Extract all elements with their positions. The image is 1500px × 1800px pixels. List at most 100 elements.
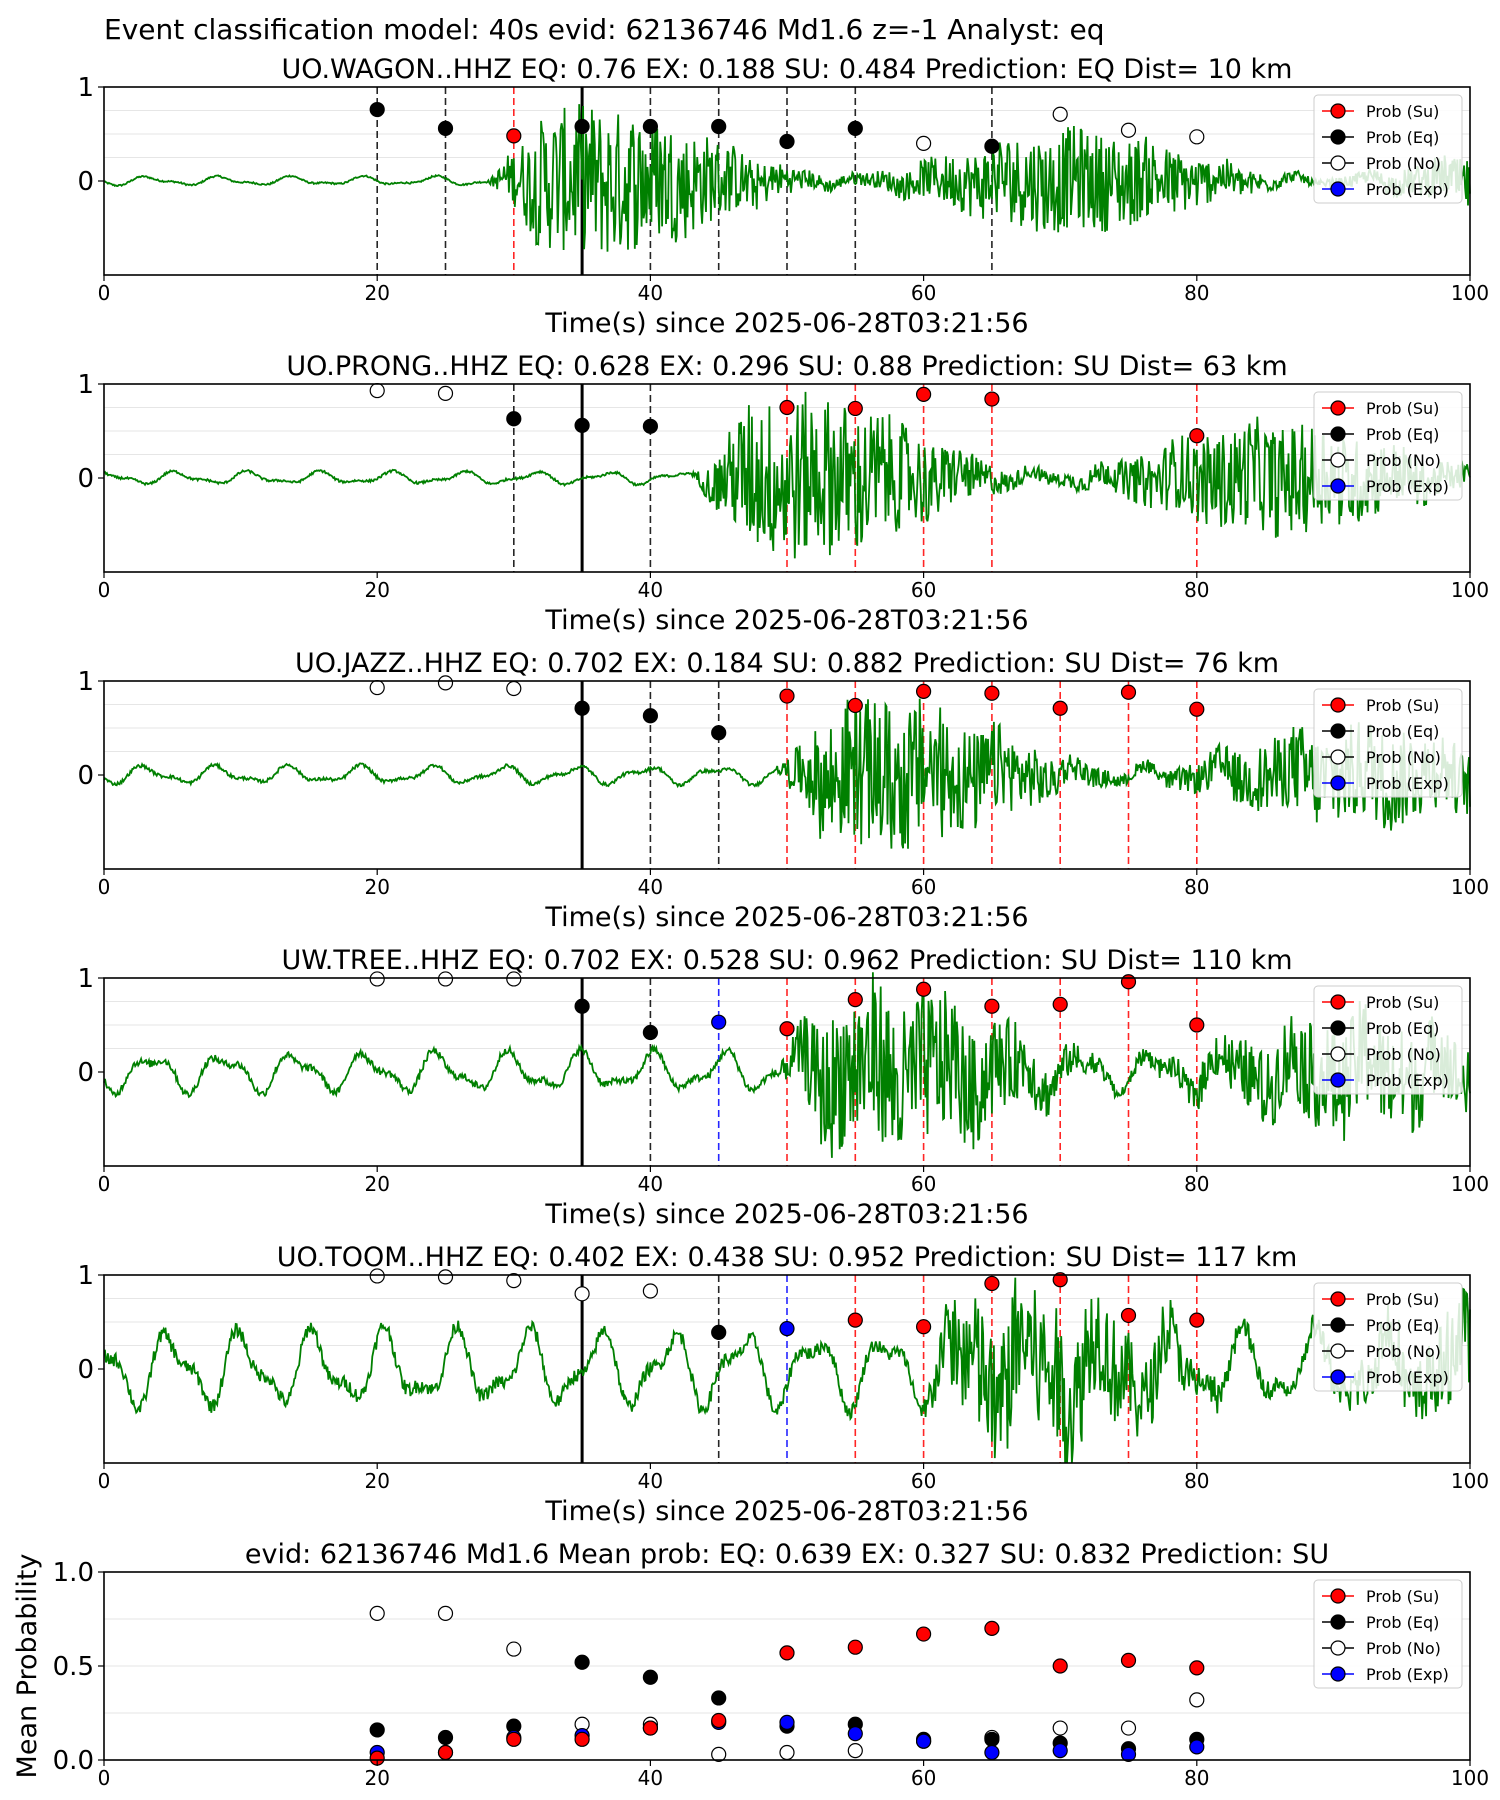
- legend-label: Prob (No): [1366, 1342, 1441, 1361]
- mean-point-exp: [1120, 1746, 1137, 1762]
- y-tick-label: 0: [77, 1355, 94, 1385]
- prob-marker-eq: [506, 411, 522, 427]
- mean-point-no: [369, 1605, 385, 1621]
- legend-marker-exp: [1330, 181, 1346, 197]
- x-tick-label: 40: [638, 1172, 663, 1196]
- legend-marker-su: [1330, 697, 1346, 713]
- legend-label: Prob (Eq): [1366, 1316, 1439, 1335]
- prob-marker-no: [506, 680, 522, 697]
- prob-marker-su: [1052, 700, 1068, 716]
- panel-4: UO.TOOM..HHZ EQ: 0.402 EX: 0.438 SU: 0.9…: [77, 1242, 1489, 1527]
- mean-point-no: [1120, 1720, 1137, 1736]
- legend-label: Prob (Exp): [1366, 1071, 1449, 1090]
- mean-point-eq: [711, 1690, 727, 1706]
- x-tick-label: 100: [1451, 1172, 1489, 1196]
- mean-point-eq: [642, 1669, 659, 1685]
- mean-point-no: [437, 1605, 454, 1621]
- x-tick-label: 0: [98, 1469, 111, 1493]
- prob-marker-su: [779, 399, 795, 416]
- x-tick-label: 40: [638, 1766, 663, 1790]
- x-tick-label: 80: [1184, 578, 1209, 602]
- legend-box: [1313, 1579, 1463, 1689]
- prob-marker-no: [369, 382, 385, 399]
- x-tick-label: 20: [364, 281, 389, 305]
- legend-label: Prob (Eq): [1366, 722, 1439, 741]
- legend-marker-eq: [1330, 723, 1346, 739]
- x-tick-label: 40: [638, 281, 663, 305]
- x-axis-label: Time(s) since 2025-06-28T03:21:56: [544, 1199, 1028, 1230]
- legend-marker-exp: [1330, 1369, 1346, 1385]
- prob-marker-eq: [642, 708, 659, 724]
- x-axis-label: Time(s) since 2025-06-28T03:21:56: [544, 605, 1028, 636]
- prob-marker-eq: [779, 133, 795, 150]
- legend-marker-no: [1330, 155, 1346, 171]
- legend-marker-exp: [1330, 775, 1346, 791]
- x-tick-label: 0: [98, 281, 111, 305]
- legend-label: Prob (Exp): [1366, 1368, 1449, 1387]
- x-tick-label: 0: [98, 1172, 111, 1196]
- prob-marker-exp: [779, 1320, 795, 1337]
- mean-point-su: [984, 1620, 1000, 1637]
- legend-marker-no: [1330, 749, 1346, 765]
- legend-label: Prob (Eq): [1366, 128, 1439, 147]
- y-tick-label: 1: [77, 667, 94, 697]
- legend-label: Prob (Exp): [1366, 774, 1449, 793]
- legend: Prob (Su) Prob (Eq) Prob (No) Prob (Exp): [1313, 1579, 1463, 1689]
- legend-marker-su: [1330, 1291, 1346, 1307]
- prob-marker-eq: [574, 700, 590, 716]
- prob-marker-su: [1189, 701, 1205, 717]
- prob-marker-su: [1120, 1307, 1137, 1324]
- legend-label: Prob (Exp): [1366, 1665, 1449, 1684]
- mean-point-su: [779, 1645, 795, 1661]
- y-tick-label: 0: [77, 167, 94, 197]
- legend-box: [1313, 94, 1463, 204]
- x-tick-label: 0: [98, 1766, 111, 1790]
- y-tick-label: 1: [77, 370, 94, 400]
- legend: Prob (Su) Prob (Eq) Prob (No) Prob (Exp): [1313, 1282, 1463, 1392]
- x-axis-label: Time(s) since 2025-06-28T03:21:56: [544, 902, 1028, 933]
- x-tick-label: 60: [911, 1172, 936, 1196]
- legend-label: Prob (Su): [1366, 399, 1439, 418]
- prob-marker-su: [506, 128, 522, 144]
- prob-marker-eq: [574, 118, 590, 135]
- prob-marker-su: [847, 1312, 863, 1328]
- x-tick-label: 40: [638, 1469, 663, 1493]
- x-tick-label: 80: [1184, 875, 1209, 899]
- prob-marker-no: [506, 1273, 522, 1289]
- x-tick-label: 100: [1451, 1469, 1489, 1493]
- mean-point-exp: [779, 1714, 795, 1731]
- mean-point-eq: [369, 1722, 385, 1738]
- prob-marker-su: [1120, 684, 1137, 700]
- y-tick-label: 1.0: [53, 1558, 94, 1588]
- legend-label: Prob (Exp): [1366, 180, 1449, 199]
- prob-marker-su: [1189, 1017, 1205, 1033]
- x-tick-label: 100: [1451, 578, 1489, 602]
- mean-point-no: [711, 1746, 727, 1762]
- prob-marker-no: [369, 679, 385, 696]
- panel-1: UO.PRONG..HHZ EQ: 0.628 EX: 0.296 SU: 0.…: [77, 351, 1489, 636]
- mean-point-exp: [984, 1744, 1000, 1761]
- legend: Prob (Su) Prob (Eq) Prob (No) Prob (Exp): [1313, 391, 1463, 501]
- prob-marker-su: [1052, 1272, 1068, 1288]
- prob-marker-su: [984, 685, 1000, 701]
- prob-marker-no: [437, 385, 454, 401]
- panel-title: UO.JAZZ..HHZ EQ: 0.702 EX: 0.184 SU: 0.8…: [295, 648, 1279, 679]
- prob-marker-su: [847, 400, 863, 417]
- prob-marker-su: [915, 386, 932, 402]
- legend-box: [1313, 985, 1463, 1095]
- x-axis-label: Time(s) since 2025-06-28T03:21:56: [544, 1496, 1028, 1527]
- legend-marker-eq: [1330, 129, 1346, 145]
- prob-marker-no: [437, 971, 454, 987]
- legend-label: Prob (Eq): [1366, 1019, 1439, 1038]
- legend-label: Prob (Su): [1366, 102, 1439, 121]
- waveform-trace: [103, 1277, 1471, 1464]
- prob-marker-eq: [574, 998, 590, 1014]
- prob-marker-su: [847, 697, 863, 714]
- legend-marker-eq: [1330, 426, 1346, 442]
- legend-box: [1313, 688, 1463, 798]
- prob-marker-eq: [642, 118, 659, 135]
- x-tick-label: 100: [1451, 281, 1489, 305]
- legend-box: [1313, 1282, 1463, 1392]
- prob-marker-no: [369, 971, 385, 987]
